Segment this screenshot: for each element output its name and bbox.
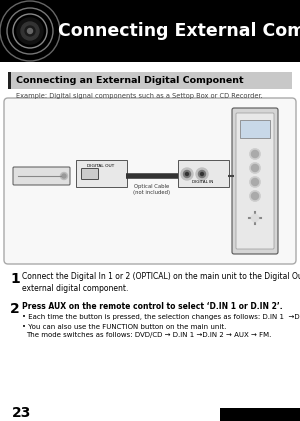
FancyBboxPatch shape	[76, 160, 127, 187]
Text: Example: Digital signal components such as a Settop Box or CD Recorder.: Example: Digital signal components such …	[16, 93, 263, 99]
Circle shape	[61, 173, 68, 179]
Circle shape	[250, 190, 260, 202]
FancyBboxPatch shape	[220, 408, 300, 421]
Text: 1: 1	[10, 272, 20, 286]
Circle shape	[199, 171, 206, 178]
Text: DIGITAL IN: DIGITAL IN	[192, 180, 214, 184]
Circle shape	[17, 18, 43, 44]
Text: 23: 23	[12, 406, 32, 420]
Circle shape	[28, 29, 32, 34]
Circle shape	[25, 26, 35, 36]
Text: Connecting External Components: Connecting External Components	[58, 22, 300, 40]
FancyBboxPatch shape	[0, 0, 300, 62]
Circle shape	[62, 174, 66, 178]
Circle shape	[251, 179, 259, 186]
Circle shape	[185, 173, 188, 176]
Text: Press AUX on the remote control to select ‘D.IN 1 or D.IN 2’.: Press AUX on the remote control to selec…	[22, 302, 283, 311]
FancyBboxPatch shape	[232, 108, 278, 254]
Text: DIGITAL OUT: DIGITAL OUT	[87, 164, 115, 168]
Circle shape	[250, 176, 260, 187]
FancyBboxPatch shape	[11, 72, 292, 89]
Circle shape	[251, 192, 259, 200]
Circle shape	[251, 150, 259, 157]
FancyBboxPatch shape	[13, 167, 70, 185]
Text: Connect the Digital In 1 or 2 (OPTICAL) on the main unit to the Digital Output o: Connect the Digital In 1 or 2 (OPTICAL) …	[22, 272, 300, 293]
Text: • Each time the button is pressed, the selection changes as follows: D.IN 1  →D.: • Each time the button is pressed, the s…	[22, 314, 300, 320]
FancyBboxPatch shape	[240, 120, 270, 138]
Text: The mode switches as follows: DVD/CD → D.IN 1 →D.IN 2 → AUX → FM.: The mode switches as follows: DVD/CD → D…	[26, 332, 272, 338]
Text: Connecting an External Digital Component: Connecting an External Digital Component	[16, 76, 244, 85]
Circle shape	[200, 173, 203, 176]
Circle shape	[181, 168, 193, 180]
FancyBboxPatch shape	[236, 113, 274, 249]
FancyBboxPatch shape	[82, 168, 98, 179]
Text: • You can also use the FUNCTION button on the main unit.: • You can also use the FUNCTION button o…	[22, 324, 227, 330]
FancyBboxPatch shape	[8, 72, 11, 89]
Circle shape	[251, 165, 259, 171]
Text: 2: 2	[10, 302, 20, 316]
Circle shape	[196, 168, 208, 180]
Circle shape	[251, 214, 259, 222]
Circle shape	[21, 22, 39, 40]
Circle shape	[250, 149, 260, 160]
FancyBboxPatch shape	[178, 160, 229, 187]
Text: Optical Cable
(not included): Optical Cable (not included)	[134, 184, 171, 195]
FancyBboxPatch shape	[4, 98, 296, 264]
Circle shape	[184, 171, 190, 178]
Circle shape	[250, 163, 260, 173]
